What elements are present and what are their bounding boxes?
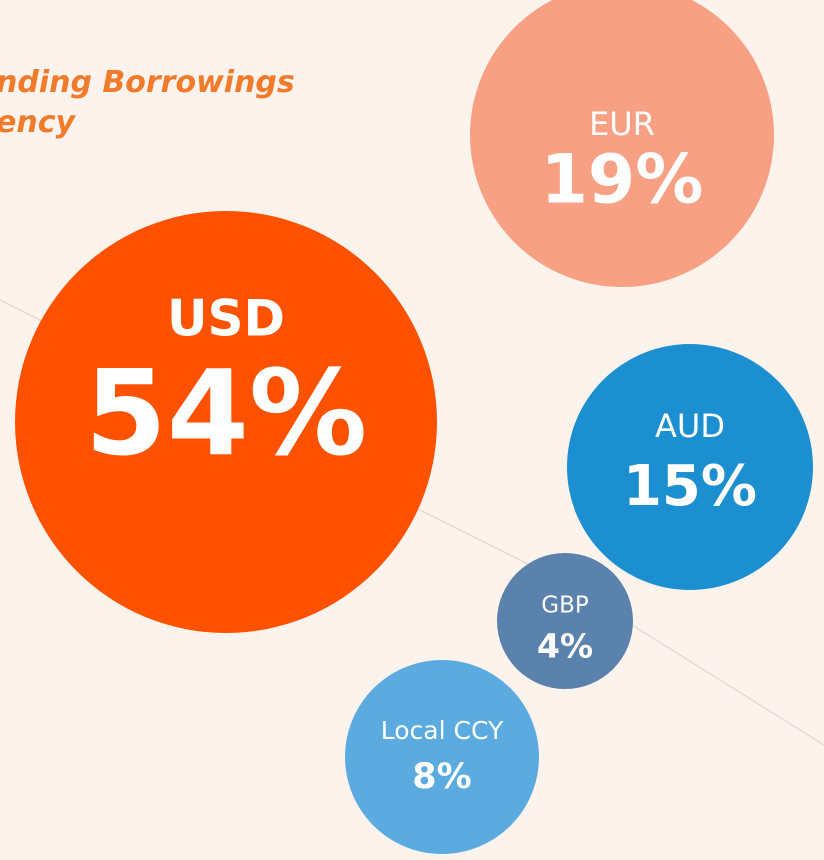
bubble [497, 553, 633, 689]
bubble-label: EUR [589, 105, 655, 143]
bubble [470, 0, 774, 287]
value-label: 19% [541, 141, 704, 220]
chart-title: ency [0, 105, 76, 140]
bubble [567, 344, 813, 590]
value-label: 8% [412, 757, 471, 797]
bubble [345, 660, 539, 854]
value-label: 15% [623, 454, 757, 519]
bubble-label: AUD [655, 407, 725, 445]
bubble-label: GBP [541, 593, 589, 619]
bubble-label: USD [167, 290, 285, 348]
value-label: 54% [85, 344, 367, 482]
bubble-label: Local CCY [381, 716, 504, 745]
value-label: 4% [537, 627, 593, 666]
bubble [15, 211, 437, 633]
chart-title: nding Borrowings [0, 65, 295, 100]
